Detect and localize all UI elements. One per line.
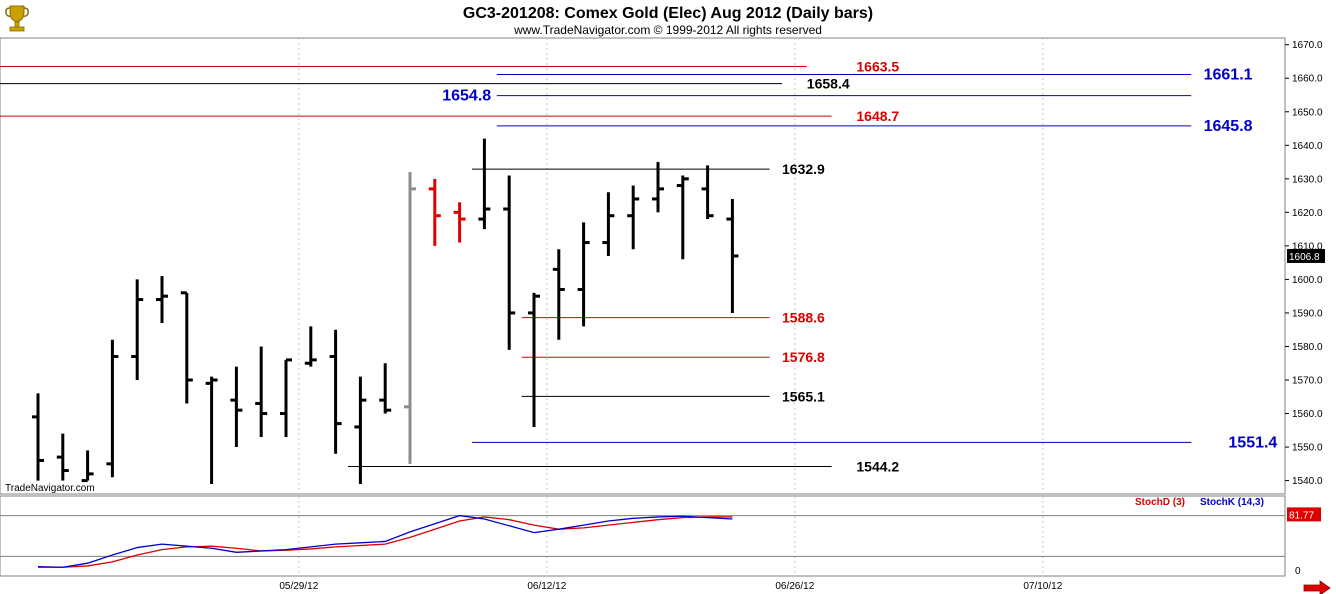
level-label: 1576.8 [782,349,825,365]
stoch-k-line [37,514,733,568]
vertical-gridlines [298,38,1044,576]
level-label: 1661.1 [1204,67,1253,84]
last-price-label: 1606.8 [1289,252,1320,263]
ohlc-bar [428,178,441,246]
stoch-d-line [38,516,733,568]
date-tick-label: 06/26/12 [775,581,814,592]
ohlc-bar [627,185,640,250]
ohlc-bar [404,172,416,464]
price-panel [0,37,1286,495]
price-tick-label: 1580.0 [1292,342,1323,353]
red-arrow-right-icon[interactable] [1303,580,1331,594]
date-tick-label: 07/10/12 [1023,581,1062,592]
ohlc-bar [280,358,292,437]
price-tick-label: 1650.0 [1292,107,1323,118]
level-label: 1565.1 [782,388,825,404]
stoch-legend-label: StochK (14,3) [1200,497,1264,508]
ohlc-bar [106,339,119,478]
stochastic-indicator: StochD (3) StochK (14,3) 81.77 0 [0,497,1321,577]
price-tick-label: 1630.0 [1292,174,1323,185]
ohlc-bar [304,326,317,367]
price-tick-label: 1560.0 [1292,409,1323,420]
price-tick-label: 1660.0 [1292,74,1323,85]
price-tick-label: 1620.0 [1292,208,1323,219]
level-label: 1588.6 [782,310,825,326]
price-axis: 1540.0 1550.0 1560.0 1570.0 1580.0 1590.0 1600… [1285,40,1325,487]
price-tick-label: 1540.0 [1292,476,1323,487]
price-tick-label: 1640.0 [1292,141,1323,152]
level-label: 1632.9 [782,161,825,177]
date-tick-label: 05/29/12 [279,581,318,592]
chart-header: GC3-201208: Comex Gold (Elec) Aug 2012 (… [463,5,873,37]
ohlc-bar [676,175,689,260]
ohlc-bar [379,363,392,414]
price-tick-label: 1600.0 [1292,275,1323,286]
price-tick-label: 1610.0 [1292,241,1323,252]
ohlc-bar [602,192,615,256]
stoch-legend-label: StochD (3) [1135,497,1185,508]
price-tick-label: 1570.0 [1292,376,1323,387]
stoch-axis-zero: 0 [1295,566,1301,577]
level-label: 1551.4 [1228,434,1277,451]
level-label: 1658.4 [807,76,850,92]
ohlc-bar [552,249,565,340]
ohlc-bar [205,376,218,484]
watermark: TradeNavigator.com [5,483,95,494]
ohlc-bar [255,346,268,437]
ohlc-bar [652,162,664,213]
ohlc-bar [528,292,540,427]
chart-subtitle: www.TradeNavigator.com © 1999-2012 All r… [513,23,822,37]
price-tick-label: 1590.0 [1292,308,1323,319]
support-resistance-levels: 1663.5 1661.1 1658.4 1654.8 1648.7 1645.8 1632… [0,59,1277,475]
ohlc-bar [503,175,516,350]
ohlc-bar [56,433,69,481]
level-label: 1544.2 [856,459,899,475]
ohlc-bar [131,279,144,380]
ohlc-bar [453,202,466,243]
ohlc-bar [230,366,243,448]
ohlc-bar [726,198,739,313]
ohlc-bar [329,329,342,454]
trophy-icon [5,5,29,32]
level-label: 1663.5 [856,59,899,75]
ohlc-bar [81,450,94,483]
level-label: 1648.7 [856,108,899,124]
chart-title: GC3-201208: Comex Gold (Elec) Aug 2012 (… [463,5,873,22]
date-axis: 05/29/12 06/12/12 06/26/12 07/10/12 [279,581,1062,592]
ohlc-bar [478,138,491,230]
ohlc-bar [354,376,367,484]
last-price-box [1287,248,1325,263]
ohlc-bar [180,291,193,404]
stoch-panel [0,495,1286,577]
ohlc-bars [32,138,739,484]
ohlc-bar [156,276,168,323]
date-tick-label: 06/12/12 [527,581,566,592]
ohlc-bar [701,165,714,220]
stoch-last-label: 81.77 [1289,510,1314,521]
level-label: 1645.8 [1204,118,1253,135]
price-tick-label: 1670.0 [1292,40,1323,51]
stoch-last-box [1287,507,1321,522]
price-tick-label: 1550.0 [1292,443,1323,454]
ohlc-bar [577,222,590,327]
ohlc-bar [32,393,44,481]
level-label: 1654.8 [442,88,491,105]
